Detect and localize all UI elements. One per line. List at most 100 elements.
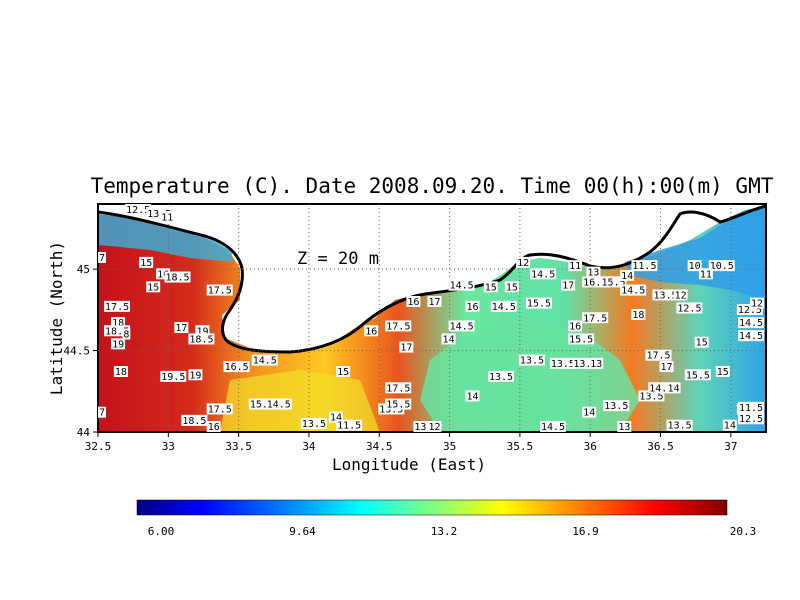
contour-label: 10.5 bbox=[708, 260, 735, 272]
contour-label-text: 14 bbox=[443, 334, 455, 345]
contour-label: 17.5 bbox=[645, 349, 672, 362]
contour-label-text: 14.5 bbox=[739, 331, 763, 342]
contour-label: 13 bbox=[413, 421, 428, 433]
contour-label: 14.5 bbox=[265, 398, 292, 411]
contour-label-text: 13.5 bbox=[639, 391, 663, 402]
contour-label-text: 14.5 bbox=[450, 321, 474, 332]
x-tick-label: 35.5 bbox=[507, 440, 534, 453]
y-tick-label: 45 bbox=[77, 263, 90, 276]
contour-label-text: 12.5 bbox=[126, 205, 150, 216]
contour-label-text: 13.5 bbox=[604, 401, 628, 412]
contour-label: 13 bbox=[589, 357, 604, 370]
contour-label-box bbox=[104, 300, 131, 312]
contour-label-text: 19 bbox=[189, 370, 201, 381]
contour-label-text: 15.5 bbox=[686, 370, 710, 381]
contour-label-text: 10.5 bbox=[710, 261, 734, 272]
contour-label-text: 15 bbox=[506, 282, 518, 293]
contour-label-box bbox=[156, 268, 171, 280]
contour-label-box bbox=[687, 260, 702, 272]
contour-label-text: 14.5 bbox=[649, 383, 673, 394]
contour-label-text: 17 bbox=[562, 281, 574, 292]
contour-label: 17.5 bbox=[104, 300, 131, 313]
contour-label-text: 14 bbox=[621, 271, 633, 282]
contour-label-box bbox=[125, 204, 152, 215]
contour-label: 14 bbox=[666, 382, 681, 394]
south-green-patch bbox=[420, 320, 640, 432]
contour-label-text: 19 bbox=[196, 326, 208, 337]
contour-label-box bbox=[750, 297, 764, 309]
contour-label-text: 13 bbox=[590, 359, 602, 370]
contour-label-box bbox=[146, 208, 173, 220]
contour-label-text: 18.5 bbox=[182, 416, 206, 427]
contour-label: 17 bbox=[427, 295, 442, 308]
contour-label-text: 18.5 bbox=[166, 273, 190, 284]
contour-label-text: 13.5 bbox=[302, 419, 326, 430]
contour-label: 15 bbox=[139, 256, 154, 269]
contour-label-box bbox=[448, 279, 475, 291]
contour-label: 13.5 bbox=[666, 419, 693, 432]
colorbar-tick-label: 6.00 bbox=[148, 525, 175, 538]
contour-label: 15.5 bbox=[568, 333, 595, 345]
contour-label-text: 13.5 bbox=[520, 356, 544, 367]
contour-label: 14 bbox=[465, 390, 480, 402]
x-axis-label: Longitude (East) bbox=[332, 455, 486, 474]
x-tick-label: 33 bbox=[162, 440, 175, 453]
contour-label: 14.5 bbox=[251, 354, 278, 367]
contour-label: 19.5 bbox=[160, 370, 187, 383]
contour-label-text: 13 bbox=[414, 422, 426, 433]
contour-label: 18 bbox=[111, 317, 126, 329]
contour-label-text: 12.5 bbox=[739, 414, 763, 425]
contour-label: 7 bbox=[98, 252, 106, 264]
contour-label: 16 bbox=[406, 295, 421, 308]
colorbar-tick-labels: 6.00 9.64 13.2 16.9 20.3 bbox=[148, 525, 757, 538]
contour-label-box bbox=[188, 369, 203, 381]
contour-label: 14.5 bbox=[620, 284, 647, 297]
contour-label-text: 17.5 bbox=[386, 321, 410, 332]
contour-label: 13.5 bbox=[572, 357, 599, 370]
y-axis-ticks: 45 44.5 44 bbox=[64, 263, 98, 439]
contour-label-text: 15 bbox=[485, 282, 497, 293]
contour-label: 12 bbox=[750, 297, 764, 310]
contour-label-text: 18.5 bbox=[105, 326, 129, 337]
contour-label-text: 19.5 bbox=[161, 372, 185, 383]
contour-label-text: 14 bbox=[330, 413, 342, 424]
x-tick-label: 36 bbox=[584, 440, 597, 453]
contour-label: 15 bbox=[336, 366, 351, 378]
contour-label-box bbox=[490, 300, 517, 312]
contour-label: 13.5 bbox=[487, 370, 514, 383]
x-tick-label: 34.5 bbox=[366, 440, 393, 453]
contour-label-box bbox=[582, 406, 597, 418]
contour-label: 14 bbox=[329, 411, 344, 424]
contour-label-box bbox=[104, 325, 131, 337]
contour-label: 17 bbox=[659, 361, 674, 373]
contour-label-box bbox=[518, 354, 545, 366]
contour-label-box bbox=[539, 421, 566, 432]
contour-label-text: 15.5 bbox=[250, 400, 274, 411]
contour-label-box bbox=[525, 297, 552, 309]
contour-label-text: 12 bbox=[428, 422, 440, 433]
contour-label-text: 12 bbox=[675, 290, 687, 301]
contour-label-text: 13.5 bbox=[379, 404, 403, 415]
contour-label: 14.5 bbox=[738, 317, 764, 329]
contour-label-text: 13 bbox=[618, 422, 630, 433]
contour-label-text: 12.5 bbox=[738, 305, 762, 316]
contour-label-box bbox=[582, 312, 609, 324]
contour-label-box bbox=[265, 398, 292, 410]
contour-label: 19 bbox=[111, 338, 126, 350]
contour-label: 11 bbox=[568, 260, 583, 272]
contour-label: 18.5 bbox=[188, 333, 215, 345]
chart-title: Temperature (C). Date 2008.09.20. Time 0… bbox=[91, 174, 774, 198]
contour-label: 17 bbox=[174, 322, 189, 334]
contour-label-box bbox=[631, 309, 646, 320]
contour-label: 16.5 bbox=[223, 361, 250, 373]
contour-label-box bbox=[603, 400, 630, 412]
contour-label-text: 18 bbox=[115, 367, 127, 378]
contour-label-box bbox=[738, 330, 764, 342]
contour-label-box bbox=[736, 304, 763, 316]
colorbar-tick-label: 16.9 bbox=[572, 525, 599, 538]
contour-label: 11 bbox=[160, 211, 175, 223]
contour-label-box bbox=[160, 370, 187, 382]
contour-label-box bbox=[336, 419, 363, 431]
contour-label: 17.5 bbox=[582, 312, 609, 324]
contour-label: 18 bbox=[113, 366, 128, 378]
